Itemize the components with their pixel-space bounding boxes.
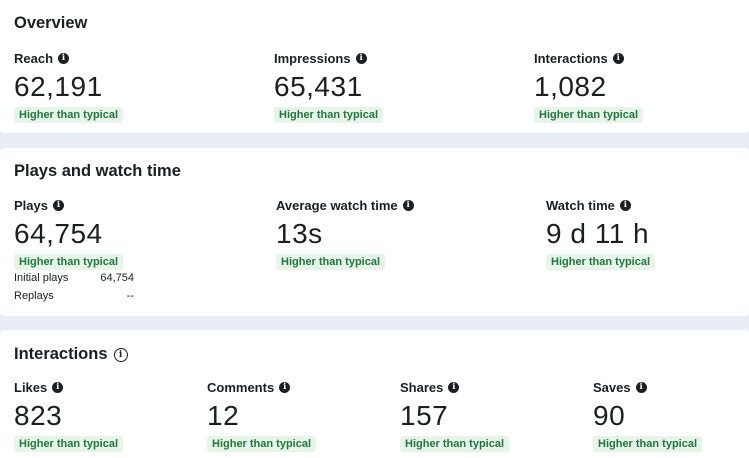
- average-watch-time-label-text: Average watch time: [276, 197, 398, 213]
- saves-value: 90: [593, 400, 626, 431]
- info-icon[interactable]: i: [52, 199, 64, 211]
- saves-label-text: Saves: [593, 379, 631, 395]
- info-icon[interactable]: i: [52, 381, 64, 393]
- replays-row: Replays --: [14, 290, 134, 302]
- shares-label: Shares i: [400, 379, 509, 395]
- interactions-metric: Interactions i 1,082 Higher than typical: [534, 50, 644, 123]
- initial-plays-label: Initial plays: [14, 272, 69, 284]
- shares-status-badge: Higher than typical: [400, 436, 510, 452]
- likes-metric: Likes i 823 Higher than typical: [14, 379, 124, 452]
- watch-time-label-text: Watch time: [546, 197, 615, 213]
- watch-time-metric: Watch time i 9 d 11 h Higher than typica…: [546, 197, 656, 270]
- shares-metric: Shares i 157 Higher than typical: [400, 379, 510, 452]
- interactions-status-badge: Higher than typical: [534, 107, 644, 123]
- comments-label-text: Comments: [207, 379, 275, 395]
- watch-time-label: Watch time i: [546, 197, 655, 213]
- plays-label-text: Plays: [14, 197, 48, 213]
- likes-label-text: Likes: [14, 379, 48, 395]
- reach-metric: Reach i 62,191 Higher than typical: [14, 50, 124, 123]
- initial-plays-value: 64,754: [100, 272, 134, 284]
- interactions-value: 1,082: [534, 71, 607, 102]
- reach-label-text: Reach: [14, 50, 54, 66]
- saves-status-badge: Higher than typical: [593, 436, 703, 452]
- comments-metric: Comments i 12 Higher than typical: [207, 379, 317, 452]
- plays-status-badge: Higher than typical: [14, 254, 124, 270]
- saves-metric: Saves i 90 Higher than typical: [593, 379, 703, 452]
- info-icon[interactable]: i: [58, 52, 70, 64]
- info-icon[interactable]: i: [619, 199, 631, 211]
- saves-label: Saves i: [593, 379, 702, 395]
- likes-label: Likes i: [14, 379, 123, 395]
- interactions-section-title-text: Interactions: [14, 345, 108, 363]
- plays-title: Plays and watch time: [14, 162, 181, 181]
- watch-time-value: 9 d 11 h: [546, 218, 650, 249]
- average-watch-time-status-badge: Higher than typical: [276, 254, 386, 270]
- shares-value: 157: [400, 400, 449, 431]
- info-icon[interactable]: i: [612, 52, 624, 64]
- average-watch-time-label: Average watch time i: [276, 197, 414, 213]
- info-icon[interactable]: i: [402, 199, 414, 211]
- comments-label: Comments i: [207, 379, 316, 395]
- info-icon[interactable]: i: [113, 347, 128, 362]
- likes-status-badge: Higher than typical: [14, 436, 124, 452]
- interactions-section-title: Interactions i: [14, 345, 128, 364]
- interactions-card: Interactions i Likes i 823 Higher than t…: [0, 330, 749, 458]
- impressions-value: 65,431: [274, 71, 363, 102]
- likes-value: 823: [14, 400, 63, 431]
- interactions-label-text: Interactions: [534, 50, 608, 66]
- plays-label: Plays i: [14, 197, 123, 213]
- plays-metric: Plays i 64,754 Higher than typical: [14, 197, 124, 270]
- plays-value: 64,754: [14, 218, 103, 249]
- reach-status-badge: Higher than typical: [14, 107, 124, 123]
- reach-value: 62,191: [14, 71, 103, 102]
- overview-card: Overview Reach i 62,191 Higher than typi…: [0, 0, 749, 133]
- impressions-metric: Impressions i 65,431 Higher than typical: [274, 50, 384, 123]
- impressions-label: Impressions i: [274, 50, 383, 66]
- overview-title-text: Overview: [14, 14, 88, 32]
- impressions-label-text: Impressions: [274, 50, 351, 66]
- impressions-status-badge: Higher than typical: [274, 107, 384, 123]
- interactions-label: Interactions i: [534, 50, 643, 66]
- average-watch-time-metric: Average watch time i 13s Higher than typ…: [276, 197, 414, 270]
- initial-plays-row: Initial plays 64,754: [14, 272, 134, 284]
- replays-value: --: [126, 290, 134, 302]
- comments-status-badge: Higher than typical: [207, 436, 317, 452]
- shares-label-text: Shares: [400, 379, 444, 395]
- replays-label: Replays: [14, 290, 54, 302]
- info-icon[interactable]: i: [448, 381, 460, 393]
- info-icon[interactable]: i: [635, 381, 647, 393]
- info-icon[interactable]: i: [355, 52, 367, 64]
- info-icon[interactable]: i: [279, 381, 291, 393]
- reach-label: Reach i: [14, 50, 123, 66]
- comments-value: 12: [207, 400, 240, 431]
- plays-card: Plays and watch time Plays i 64,754 High…: [0, 148, 749, 316]
- watch-time-status-badge: Higher than typical: [546, 254, 656, 270]
- overview-title: Overview: [14, 14, 87, 33]
- plays-title-text: Plays and watch time: [14, 162, 181, 180]
- average-watch-time-value: 13s: [276, 218, 323, 249]
